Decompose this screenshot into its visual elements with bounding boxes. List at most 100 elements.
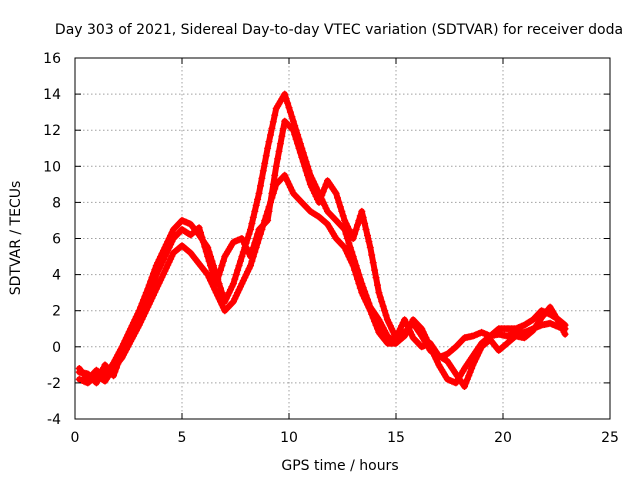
marker <box>359 213 367 221</box>
marker <box>239 238 247 245</box>
marker <box>312 192 320 200</box>
marker <box>271 171 279 179</box>
marker <box>138 310 146 318</box>
marker <box>372 274 380 282</box>
marker <box>245 230 253 238</box>
marker <box>369 259 377 267</box>
marker <box>473 352 481 360</box>
data-point <box>255 189 263 197</box>
data-point <box>306 180 314 188</box>
marker <box>262 152 270 160</box>
marker <box>225 289 233 297</box>
marker <box>97 370 105 378</box>
x-axis-title: GPS time / hours <box>281 458 398 474</box>
marker <box>285 104 293 112</box>
marker <box>402 319 410 327</box>
data-series <box>75 90 569 390</box>
marker <box>321 201 329 209</box>
marker <box>368 310 376 318</box>
marker <box>316 195 324 203</box>
marker <box>292 135 300 143</box>
data-point <box>238 280 246 288</box>
marker <box>268 124 276 132</box>
marker <box>147 287 155 295</box>
marker <box>352 271 360 279</box>
marker <box>237 283 244 291</box>
marker <box>285 180 293 188</box>
marker <box>198 233 206 241</box>
marker <box>374 281 381 289</box>
marker <box>271 111 279 119</box>
y-tick-label: 12 <box>43 123 61 139</box>
marker <box>140 307 147 315</box>
marker <box>305 176 313 184</box>
marker <box>162 250 170 257</box>
marker <box>311 189 319 197</box>
marker <box>322 204 330 212</box>
marker <box>308 183 316 191</box>
marker <box>463 375 471 383</box>
marker <box>158 259 166 267</box>
marker <box>304 171 311 179</box>
y-tick-label: 14 <box>43 87 61 103</box>
marker <box>362 226 370 233</box>
marker <box>476 346 484 354</box>
marker <box>231 295 239 303</box>
marker <box>262 218 270 226</box>
data-point <box>298 153 306 161</box>
marker <box>269 118 277 126</box>
data-point <box>238 253 246 260</box>
data-point <box>469 361 477 369</box>
data-point <box>289 117 297 125</box>
data-point <box>144 296 152 304</box>
marker <box>252 235 260 242</box>
marker <box>462 379 470 387</box>
data-point <box>461 383 468 390</box>
marker <box>168 229 176 236</box>
marker <box>115 356 123 364</box>
data-point <box>281 90 289 98</box>
marker <box>348 259 356 267</box>
y-tick-label: 4 <box>52 268 61 284</box>
marker <box>365 304 373 312</box>
marker <box>408 331 416 339</box>
marker <box>381 307 389 315</box>
marker <box>248 220 256 227</box>
marker <box>164 247 172 254</box>
marker <box>201 243 209 251</box>
marker <box>345 239 353 247</box>
marker <box>214 292 222 300</box>
marker <box>352 226 360 233</box>
data-point <box>135 318 143 325</box>
marker <box>351 230 359 238</box>
marker <box>386 322 394 330</box>
marker <box>286 183 294 191</box>
marker <box>368 251 376 259</box>
marker <box>466 368 474 376</box>
marker <box>354 275 361 283</box>
marker <box>471 358 478 366</box>
marker <box>94 376 102 384</box>
data-point <box>341 216 349 224</box>
marker <box>267 198 274 206</box>
data-point <box>358 289 366 297</box>
data-point <box>264 144 272 152</box>
marker <box>234 289 242 297</box>
marker <box>150 279 157 287</box>
data-point <box>315 198 323 206</box>
marker <box>265 138 273 146</box>
marker <box>235 286 243 294</box>
marker <box>362 298 370 306</box>
marker <box>295 144 303 152</box>
marker <box>284 177 292 185</box>
marker <box>355 217 363 224</box>
data-point <box>212 289 220 297</box>
marker <box>239 277 247 285</box>
marker <box>167 255 175 263</box>
marker <box>205 257 213 265</box>
marker <box>245 265 253 273</box>
marker <box>356 284 364 292</box>
marker <box>199 238 207 246</box>
marker <box>141 303 149 311</box>
